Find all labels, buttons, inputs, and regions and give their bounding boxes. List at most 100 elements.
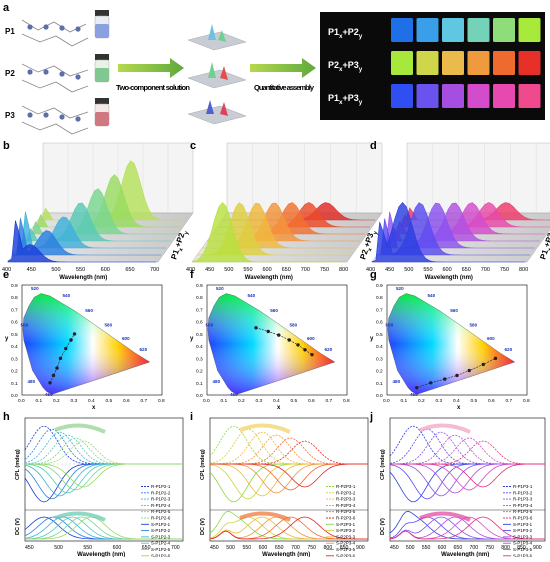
legend-entry: S-P2P3-3 [336,534,356,539]
y-tick-label: 0.5 [196,332,203,338]
y-axis-label: y [190,336,194,342]
cpl-curve [390,463,546,488]
x-tick-label: 650 [462,267,471,273]
panel-letter-c: c [190,140,196,152]
emission-swatch [493,51,515,75]
wavelength-label: 560 [270,308,278,313]
wavelength-label: 580 [470,323,478,328]
y-tick-label: 0.1 [11,381,18,387]
dc-axis-label: DC (V) [200,518,206,535]
x-tick-label: 0.5 [106,398,113,404]
wavelength-label: 480 [28,379,36,384]
legend-entry: R-P1P2-6 [151,516,171,521]
x-tick-label: 700 [469,545,478,551]
emission-swatch [518,18,541,42]
wavelength-label: 620 [505,347,513,352]
x-tick-label: 0.4 [88,398,95,404]
emission-swatch [518,51,541,75]
color-point [415,385,419,390]
y-tick-label: 0.5 [376,332,383,338]
color-point [64,346,68,351]
color-point [481,362,485,367]
x-tick-label: 0.5 [291,398,298,404]
x-axis-label: x [457,405,461,411]
x-tick-label: 600 [263,267,272,273]
spectrum-layer [371,202,525,263]
x-tick-label: 450 [25,545,34,551]
wavelength-label: 460 [230,392,238,397]
x-tick-label: 600 [438,545,447,551]
legend-entry: S-P1P3-1 [513,522,533,527]
legend-entry: S-P2P3-4 [336,541,356,546]
x-tick-label: 450 [27,267,36,273]
emission-swatch [391,18,413,42]
color-point [429,381,433,385]
vial-p3 [94,98,110,127]
legend-entry: S-P1P3-4 [513,541,533,546]
cie-diagram: 520 540 560 580 600 620 500 480 460 0.0 0.1 0.2 0.3 0… [5,283,165,411]
x-tick-label: 500 [406,545,415,551]
x-tick-label: 450 [385,267,394,273]
cpl-panel: R-P1P2-1R-P1P2-2 R-P1P2-3R-P1P2-4R-P1P2-5… [15,417,184,558]
y-tick-label: 0.0 [376,393,383,399]
color-point [254,326,258,330]
panel-letter-a: a [3,2,10,14]
x-tick-label: 500 [54,545,63,551]
y-tick-label: 0.7 [11,307,18,313]
arrow-step2 [250,58,316,78]
trend-arrow [54,511,106,522]
wavelength-label: 620 [140,347,148,352]
cpl-curve [24,434,183,465]
x-tick-label: 850 [340,545,349,551]
y-tick-label: 0.2 [376,369,383,375]
x-tick-label: 750 [500,267,509,273]
legend-entry: S-P2P3-6 [336,553,356,557]
dc-curve [24,516,183,540]
spectra-3d-panel: 400 450 500 550 600 650 700 Wavelength (nm) P1x+… [2,142,194,281]
x-tick-label: 0.6 [488,398,495,404]
cpl-curve [389,431,545,465]
color-point [296,343,300,347]
x-tick-label: 550 [243,267,252,273]
color-point [55,366,59,370]
x-tick-label: 0.3 [256,398,263,404]
legend-entry: R-P1P3-6 [513,516,533,521]
emission-swatch [442,18,464,42]
wavelength-label: 460 [410,392,418,397]
y-tick-label: 0.2 [11,369,18,375]
grid-row-label: P1x+P2y [328,27,363,40]
x-tick-label: 400 [2,267,11,273]
y-tick-label: 0.8 [196,295,203,301]
x-tick-label: 650 [142,545,151,551]
emission-swatch [493,84,515,108]
color-point [69,338,73,342]
legend-entry: R-P2P3-2 [336,490,356,495]
x-axis-label: Wavelength (nm) [425,275,473,281]
y-tick-label: 0.8 [376,295,383,301]
cie-diagram: 520 540 560 580 600 620 500 480 460 0.0 0.1 0.2 0.3 0… [190,283,350,411]
y-tick-label: 0.7 [376,307,383,313]
cpl-curve [389,428,545,465]
emission-swatch [518,84,541,108]
legend-entry: R-P2P3-3 [336,497,356,502]
y-tick-label: 0.0 [11,393,18,399]
y-tick-label: 0.6 [11,320,18,326]
x-axis-label: x [92,405,96,411]
x-tick-label: 0.0 [383,398,390,404]
x-tick-label: 800 [339,267,348,273]
wavelength-label: 540 [428,293,436,298]
legend-entry: R-P2P3-5 [336,509,356,514]
x-tick-label: 400 [366,267,375,273]
cpl-axis-label: CPL (mdeg) [15,449,21,480]
cpl-curve [210,437,368,465]
dc-axis-label: DC (V) [380,518,386,535]
x-tick-label: 550 [423,267,432,273]
x-tick-label: 550 [242,545,251,551]
spectrum-layer [191,202,345,263]
y-tick-label: 0.7 [196,307,203,313]
x-tick-label: 0.8 [343,398,350,404]
substrate-stack [187,24,247,125]
y-tick-label: 0.9 [376,283,383,289]
cpl-panel: R-P1P3-1R-P1P3-2 R-P1P3-3R-P1P3-4R-P1P3-5… [380,417,546,558]
